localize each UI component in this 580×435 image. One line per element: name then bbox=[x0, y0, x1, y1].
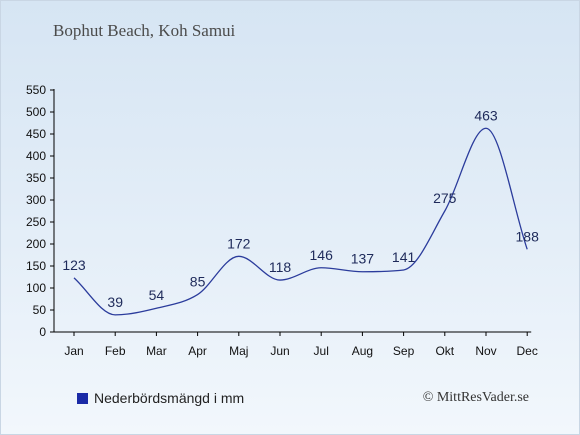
credit-text: © MittResVader.se bbox=[422, 390, 529, 405]
y-tick-label: 500 bbox=[26, 105, 46, 119]
legend-swatch bbox=[77, 392, 88, 404]
x-tick-label: Apr bbox=[188, 344, 207, 358]
legend: Nederbördsmängd i mm bbox=[77, 390, 244, 406]
x-tick-label: Dec bbox=[517, 344, 538, 358]
data-label: 54 bbox=[149, 287, 165, 303]
data-label: 85 bbox=[190, 274, 206, 290]
data-label: 141 bbox=[392, 249, 416, 265]
y-tick-label: 50 bbox=[33, 303, 47, 317]
y-tick-label: 150 bbox=[26, 259, 46, 273]
y-tick-label: 0 bbox=[39, 325, 46, 339]
data-label: 172 bbox=[227, 235, 251, 251]
x-tick-label: Jul bbox=[314, 344, 329, 358]
x-tick-label: Jan bbox=[64, 344, 83, 358]
data-label: 188 bbox=[516, 228, 540, 244]
y-tick-label: 450 bbox=[26, 127, 46, 141]
data-label: 275 bbox=[433, 190, 457, 206]
data-label: 123 bbox=[62, 257, 86, 273]
data-label: 463 bbox=[474, 107, 498, 123]
x-tick-label: Okt bbox=[435, 344, 454, 358]
data-label: 118 bbox=[269, 259, 292, 275]
y-tick-label: 400 bbox=[26, 149, 46, 163]
legend-label: Nederbördsmängd i mm bbox=[94, 390, 245, 406]
y-tick-label: 250 bbox=[26, 215, 46, 229]
y-tick-label: 100 bbox=[26, 281, 46, 295]
y-tick-label: 200 bbox=[26, 237, 46, 251]
x-tick-label: Nov bbox=[475, 344, 496, 358]
x-tick-label: Maj bbox=[229, 344, 248, 358]
data-label: 39 bbox=[107, 294, 123, 310]
x-tick-label: Sep bbox=[393, 344, 415, 358]
x-tick-label: Feb bbox=[105, 344, 126, 358]
chart-title: Bophut Beach, Koh Samui bbox=[53, 21, 236, 40]
x-tick-label: Jun bbox=[270, 344, 289, 358]
data-label: 146 bbox=[310, 247, 334, 263]
y-tick-label: 550 bbox=[26, 83, 46, 97]
series-line bbox=[73, 127, 528, 316]
y-tick-label: 350 bbox=[26, 171, 46, 185]
x-tick-label: Mar bbox=[146, 344, 167, 358]
data-label: 137 bbox=[351, 251, 375, 267]
y-tick-label: 300 bbox=[26, 193, 46, 207]
x-tick-label: Aug bbox=[352, 344, 373, 358]
